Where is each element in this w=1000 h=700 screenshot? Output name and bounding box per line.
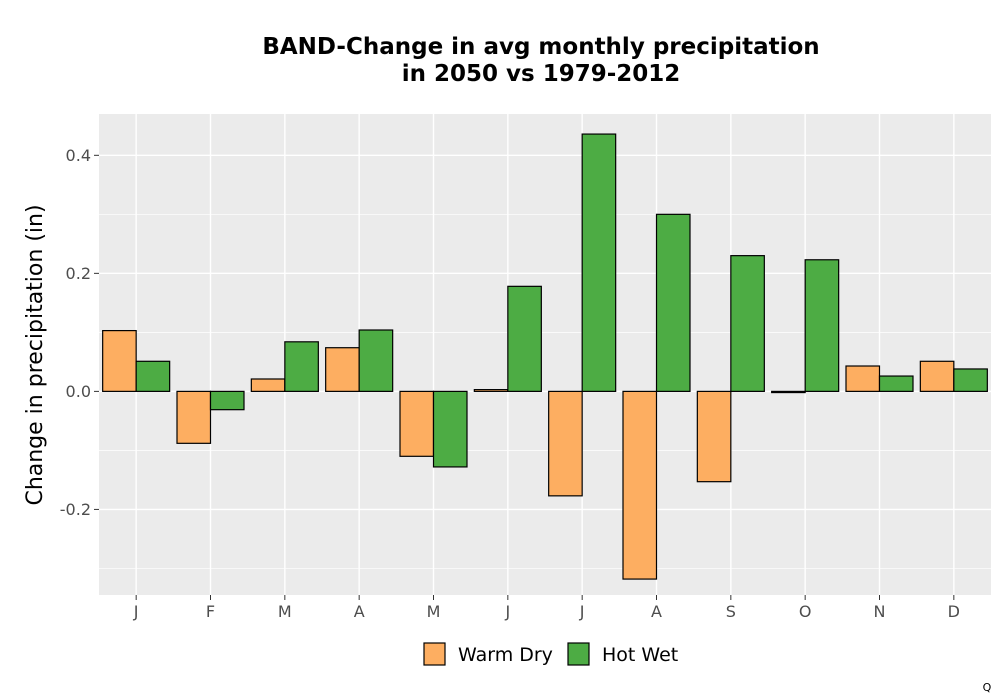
bar-hot-wet-7 (581, 133, 617, 392)
bar-warm-dry-7 (548, 390, 583, 497)
bar-hot-wet-6 (507, 285, 542, 392)
bar-hot-wet-12 (953, 368, 988, 392)
x-tick-label: D (948, 602, 960, 621)
bar-hot-wet-5 (432, 390, 468, 468)
legend-label-hot-wet: Hot Wet (602, 644, 678, 666)
y-tick-label: 0.4 (66, 146, 91, 165)
plot-panel (99, 114, 991, 595)
x-tick-label: M (278, 602, 292, 621)
bar-hot-wet-1 (135, 360, 171, 392)
chart-title-line-2: in 2050 vs 1979-2012 (402, 61, 681, 87)
bar-warm-dry-5 (399, 390, 435, 457)
bar-hot-wet-3 (284, 341, 319, 392)
x-tick-label: J (579, 602, 585, 621)
bar-hot-wet-11 (878, 375, 914, 392)
x-tick-label: S (726, 602, 736, 621)
bars-layer (102, 133, 988, 580)
x-tick-label: A (651, 602, 662, 621)
bar-warm-dry-8 (622, 390, 658, 580)
x-tick-label: A (354, 602, 365, 621)
bar-warm-dry-11 (845, 365, 881, 392)
y-axis-title: Change in precipitation (in) (23, 204, 48, 505)
x-tick-label: N (874, 602, 886, 621)
bar-warm-dry-10 (771, 390, 806, 394)
x-tick-label: J (133, 602, 139, 621)
y-axis-ticks: -0.2 0.0 0.2 0.4 (60, 146, 99, 519)
x-tick-label: O (799, 602, 812, 621)
x-tick-label: F (206, 602, 215, 621)
bar-warm-dry-6 (473, 389, 509, 392)
bar-warm-dry-3 (250, 378, 286, 392)
x-tick-label: J (504, 602, 510, 621)
bar-hot-wet-4 (358, 329, 394, 392)
y-tick-label: -0.2 (60, 500, 91, 519)
bar-hot-wet-8 (655, 213, 691, 392)
bar-warm-dry-4 (325, 347, 360, 392)
y-tick-label: 0.0 (66, 382, 91, 401)
y-tick-label: 0.2 (66, 264, 91, 283)
legend-label-warm-dry: Warm Dry (458, 644, 553, 666)
bar-hot-wet-10 (804, 259, 840, 392)
bar-hot-wet-2 (209, 390, 245, 411)
bar-hot-wet-9 (730, 255, 765, 392)
bar-warm-dry-1 (102, 329, 137, 392)
chart-title-line-1: BAND-Change in avg monthly precipitation (262, 34, 819, 60)
bar-warm-dry-12 (919, 360, 955, 392)
bar-warm-dry-2 (176, 390, 212, 444)
corner-label: Q (983, 681, 992, 694)
legend-swatch-hot-wet (567, 642, 590, 666)
legend: Warm Dry Hot Wet (423, 642, 678, 666)
x-tick-label: M (427, 602, 441, 621)
legend-swatch-warm-dry (423, 642, 446, 666)
bar-warm-dry-9 (696, 390, 732, 483)
